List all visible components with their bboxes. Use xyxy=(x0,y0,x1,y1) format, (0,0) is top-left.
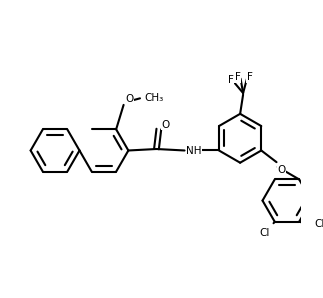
Text: CH₃: CH₃ xyxy=(314,219,323,229)
Text: O: O xyxy=(277,165,285,176)
Text: O: O xyxy=(162,119,170,130)
Text: NH: NH xyxy=(186,146,202,156)
Text: Cl: Cl xyxy=(259,228,270,238)
Text: F: F xyxy=(234,72,241,82)
Text: CH₃: CH₃ xyxy=(144,93,163,103)
Text: F: F xyxy=(247,72,253,83)
Text: F: F xyxy=(228,75,234,85)
Text: O: O xyxy=(125,94,133,104)
